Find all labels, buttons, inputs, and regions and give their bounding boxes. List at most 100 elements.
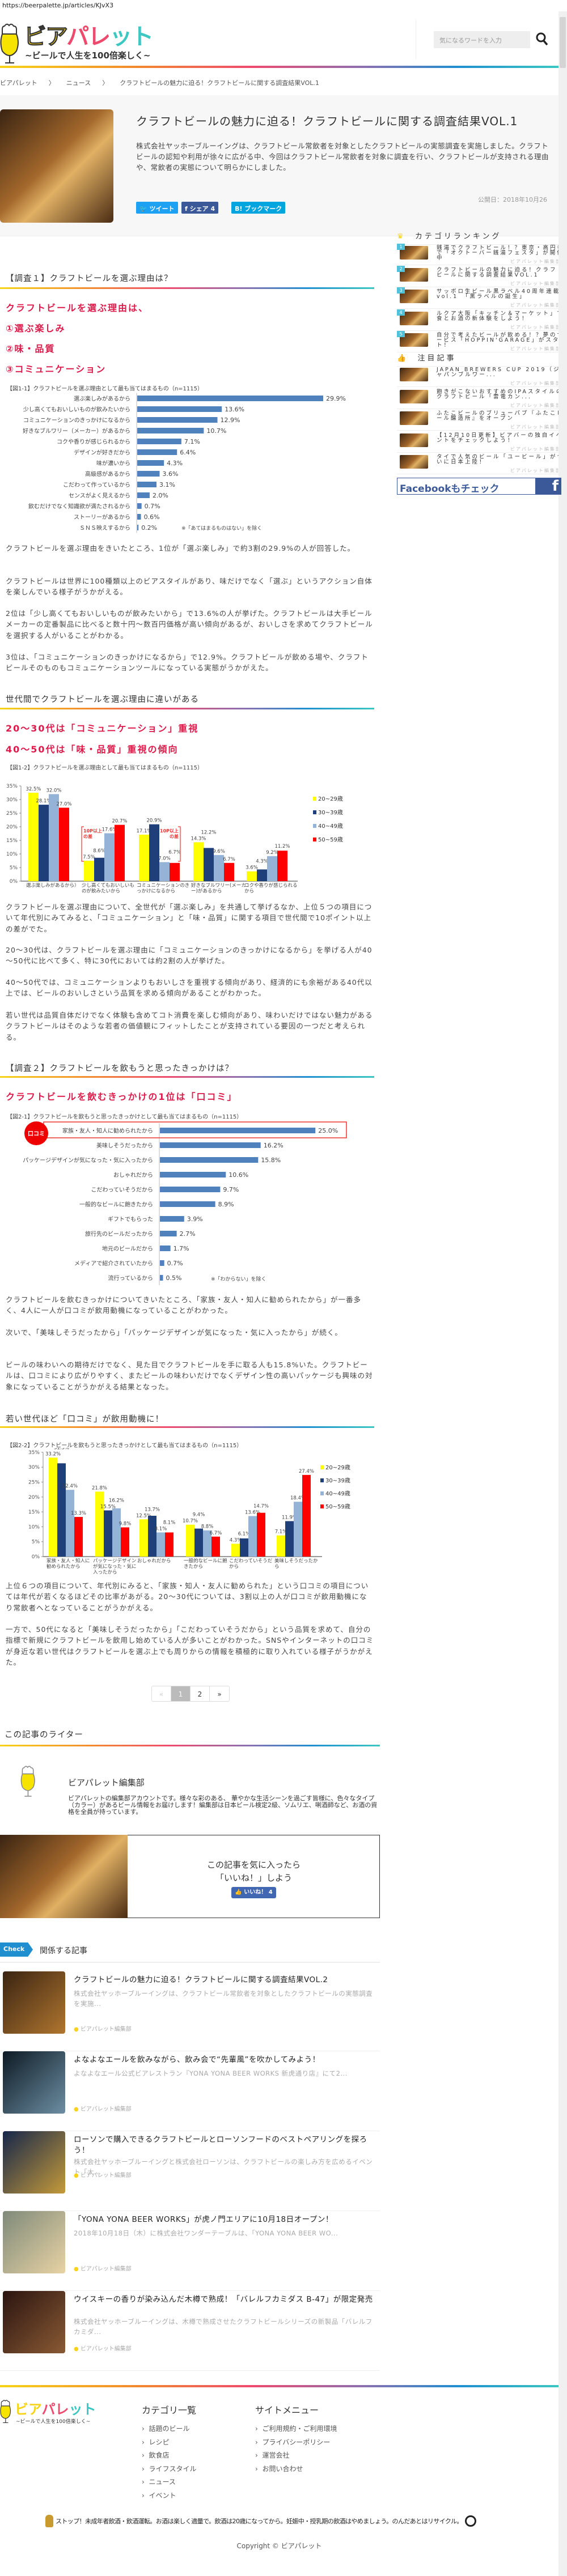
- section-heading: 【調査１】クラフトビールを選ぶ理由は？: [6, 274, 173, 283]
- footer-category-link[interactable]: › ニュース: [142, 2478, 176, 2486]
- scrollbar-thumb[interactable]: [560, 17, 566, 68]
- featured-thumbnail[interactable]: [400, 433, 428, 447]
- pagination-prev[interactable]: «: [152, 1686, 171, 1701]
- featured-title[interactable]: ふたこビールのブリューパブ『ふたこビール醸造所』をオープン: [437, 410, 558, 422]
- ranking-author: ビアパレット編集部: [510, 346, 558, 351]
- related-article[interactable]: クラフトビールの魅力に迫る！クラフトビールに関する調査結果VOL.2 株式会社ヤ…: [0, 1971, 380, 2051]
- value-label: 1.7%: [174, 1245, 189, 1252]
- ranking-title[interactable]: クラフトビールの魅力に迫る！クラフトビールに関する調査結果VOL.1: [437, 266, 558, 278]
- footer-site-link[interactable]: › お問い合わせ: [255, 2464, 303, 2473]
- hatena-bookmark-button[interactable]: B! ブックマーク: [231, 202, 286, 214]
- footer-category-link[interactable]: › ライフスタイル: [142, 2464, 197, 2473]
- paragraph: 上位６つの項目について、年代別にみると、「家族・知人・友人に勧められた」という口…: [6, 1582, 369, 1612]
- breadcrumb-news[interactable]: ニュース: [66, 79, 91, 87]
- tweet-button[interactable]: 🐦 ツイート: [136, 202, 178, 214]
- category-label-wrap: コクや香りが感じられるから: [244, 883, 298, 894]
- related-article[interactable]: 「YONA YONA BEER WORKS」が虎ノ門エリアに10月18日オープン…: [0, 2211, 380, 2291]
- bar: [74, 1517, 83, 1557]
- featured-author: ビアパレット編集部: [510, 468, 558, 473]
- value-label: 22.4%: [62, 1483, 78, 1489]
- related-author: ● ビアパレット編集部: [74, 2026, 132, 2033]
- logo-text: パレ: [66, 24, 111, 50]
- ranking-title[interactable]: サッポロ生ビール黒ラベル40周年連載vol.1 「黒ラベルの誕生」: [437, 288, 558, 300]
- featured-thumbnail[interactable]: [400, 411, 428, 425]
- value-label: 9.4%: [193, 1512, 205, 1518]
- footer-site-link[interactable]: › 運営会社: [255, 2451, 290, 2459]
- featured-item[interactable]: ふたこビールのブリューパブ『ふたこビール醸造所』をオープン ビアパレット編集部: [397, 409, 558, 431]
- bar: [285, 1521, 294, 1557]
- related-title[interactable]: よなよなエールを飲みながら、飲み会で“先輩風”を吹かしてみよう！: [74, 2055, 320, 2064]
- footer-category-link[interactable]: › 話題のビール: [142, 2425, 190, 2433]
- related-title[interactable]: 「YONA YONA BEER WORKS」が虎ノ門エリアに10月18日オープン…: [74, 2215, 333, 2224]
- value-label: 15.8%: [261, 1157, 281, 1164]
- page-scrollbar[interactable]: [558, 11, 567, 2576]
- related-title[interactable]: ウイスキーの香りが染み込んだ木樽で熟成！「バレルフカミダス B-47」が限定発売: [74, 2295, 373, 2304]
- legend-label: 40~49歳: [325, 1490, 350, 1497]
- featured-title[interactable]: 【12月10日更新】ビアバーの独自イベントをチェックしよう！: [437, 432, 558, 444]
- footer-category-link[interactable]: › レシピ: [142, 2438, 170, 2446]
- related-article[interactable]: よなよなエールを飲みながら、飲み会で“先輩風”を吹かしてみよう！ よなよなエール…: [0, 2051, 380, 2131]
- footer-site-menu-heading: サイトメニュー: [255, 2405, 319, 2416]
- chart-fig-1-1: 選ぶ楽しみがあるから 29.9% 少し高くてもおいしいものが飲みたいから 13.6% コ…: [23, 393, 346, 533]
- ranking-item[interactable]: 1 銭湯でクラフトビール！？東京・高円寺で「オクトーバー銭湯フェスタ」が開催中 ビア…: [397, 244, 558, 265]
- pagination-page-1[interactable]: 1: [171, 1686, 191, 1701]
- ranking-item[interactable]: 3 サッポロ生ビール黒ラベル40周年連載vol.1 「黒ラベルの誕生」 ビアパレット…: [397, 287, 558, 309]
- featured-title[interactable]: タイで人気のビール「ユービール」がついに日本上陸！: [437, 454, 558, 465]
- search-input[interactable]: 気になるワードを入力: [434, 31, 530, 48]
- site-logo[interactable]: ビアパレット ~ビールで人生を100倍楽しく~: [0, 18, 170, 63]
- section-divider: [0, 287, 374, 289]
- ranking-title[interactable]: 銭湯でクラフトビール！？東京・高円寺で「オクトーバー銭湯フェスタ」が開催中: [437, 245, 558, 261]
- pagination-page-2[interactable]: 2: [191, 1686, 210, 1701]
- featured-thumbnail[interactable]: [400, 368, 428, 381]
- featured-item[interactable]: JAPAN BREWERS CUP 2019（ジャパンブルワー... ビアパレット…: [397, 365, 558, 387]
- featured-title[interactable]: 飽きがこないおすすめのIPAスタイルのクラフトビール「雷電カン...: [437, 388, 558, 400]
- related-title[interactable]: クラフトビールの魅力に迫る！クラフトビールに関する調査結果VOL.2: [74, 1975, 328, 1984]
- related-thumbnail[interactable]: [3, 2051, 65, 2114]
- featured-thumbnail[interactable]: [400, 455, 428, 469]
- footer-category-link[interactable]: › 飲食店: [142, 2451, 170, 2459]
- writer-name[interactable]: ビアパレット編集部: [68, 1778, 145, 1788]
- related-author: ● ビアパレット編集部: [74, 2173, 132, 2179]
- breadcrumb-home[interactable]: ビアパレット: [0, 79, 37, 87]
- legend-swatch: [313, 810, 316, 814]
- highlight-text: ①選ぶ楽しみ: [6, 323, 66, 334]
- related-thumbnail[interactable]: [3, 2211, 65, 2273]
- related-title[interactable]: ローソンで購入できるクラフトビールとローソンフードのベストペアリングを探ろう！: [74, 2135, 367, 2155]
- facebook-like-button[interactable]: 👍 いいね！ 4: [231, 1887, 276, 1898]
- ranking-item[interactable]: 4 ルクア大阪「キッチン＆マーケット」で食とお酒の新体験をしよう！ ビアパレット編集…: [397, 309, 558, 331]
- related-author: ● ビアパレット編集部: [74, 2106, 132, 2112]
- recycle-icon: [464, 2515, 476, 2527]
- footer-logo[interactable]: ビアパレット ~ビールで人生を100倍楽しく~: [0, 2398, 113, 2426]
- featured-title[interactable]: JAPAN BREWERS CUP 2019（ジャパンブルワー...: [437, 367, 558, 378]
- facebook-banner[interactable]: Facebookもチェック f: [397, 478, 561, 495]
- related-thumbnail[interactable]: [3, 2131, 65, 2194]
- featured-thumbnail[interactable]: [400, 389, 428, 403]
- ranking-item[interactable]: 2 クラフトビールの魅力に迫る！クラフトビールに関する調査結果VOL.1 ビアパレッ…: [397, 265, 558, 287]
- category-label: 好きなブルワリー(メーカー)があるから: [191, 883, 246, 894]
- related-thumbnail[interactable]: [3, 2291, 65, 2353]
- value-label: 31.3%: [54, 1448, 69, 1451]
- y-tick-label: 35%: [28, 1450, 40, 1456]
- value-label: 17.6%: [101, 827, 117, 833]
- featured-item[interactable]: 【12月10日更新】ビアバーの独自イベントをチェックしよう！ ビアパレット編集部: [397, 431, 558, 453]
- ranking-title[interactable]: ルクア大阪「キッチン＆マーケット」で食とお酒の新体験をしよう！: [437, 310, 558, 322]
- ranking-title[interactable]: 自分で考えたビールが飲める！？夢のサービス「HOPPIN'GARAGE」がスター…: [437, 332, 558, 348]
- address-bar-url[interactable]: https://beerpalette.jp/articles/KJvX3: [2, 2, 114, 9]
- ranking-item[interactable]: 5 自分で考えたビールが飲める！？夢のサービス「HOPPIN'GARAGE」がスタ…: [397, 331, 558, 352]
- search-icon[interactable]: [536, 32, 549, 48]
- facebook-share-button[interactable]: f シェア 4: [181, 202, 219, 214]
- related-article[interactable]: ウイスキーの香りが染み込んだ木樽で熟成！「バレルフカミダス B-47」が限定発売…: [0, 2291, 380, 2371]
- related-article[interactable]: ローソンで購入できるクラフトビールとローソンフードのベストペアリングを探ろう！ …: [0, 2131, 380, 2211]
- pagination-next[interactable]: »: [217, 1690, 222, 1698]
- footer-site-link[interactable]: › プライバシーポリシー: [255, 2438, 331, 2446]
- footer-site-link[interactable]: › ご利用規約・ご利用環境: [255, 2425, 337, 2433]
- value-label: 12.9%: [221, 416, 240, 424]
- bar: [160, 1260, 164, 1266]
- bar: [137, 417, 218, 423]
- footer-category-link[interactable]: › イベント: [142, 2491, 176, 2500]
- featured-item[interactable]: 飽きがこないおすすめのIPAスタイルのクラフトビール「雷電カン... ビアパレット…: [397, 388, 558, 409]
- related-thumbnail[interactable]: [3, 1971, 65, 2034]
- check-badge: Check: [0, 1942, 33, 1957]
- featured-item[interactable]: タイで人気のビール「ユービール」がついに日本上陸！ ビアパレット編集部: [397, 453, 558, 474]
- category-label: 美味しそうだったから: [96, 1142, 153, 1149]
